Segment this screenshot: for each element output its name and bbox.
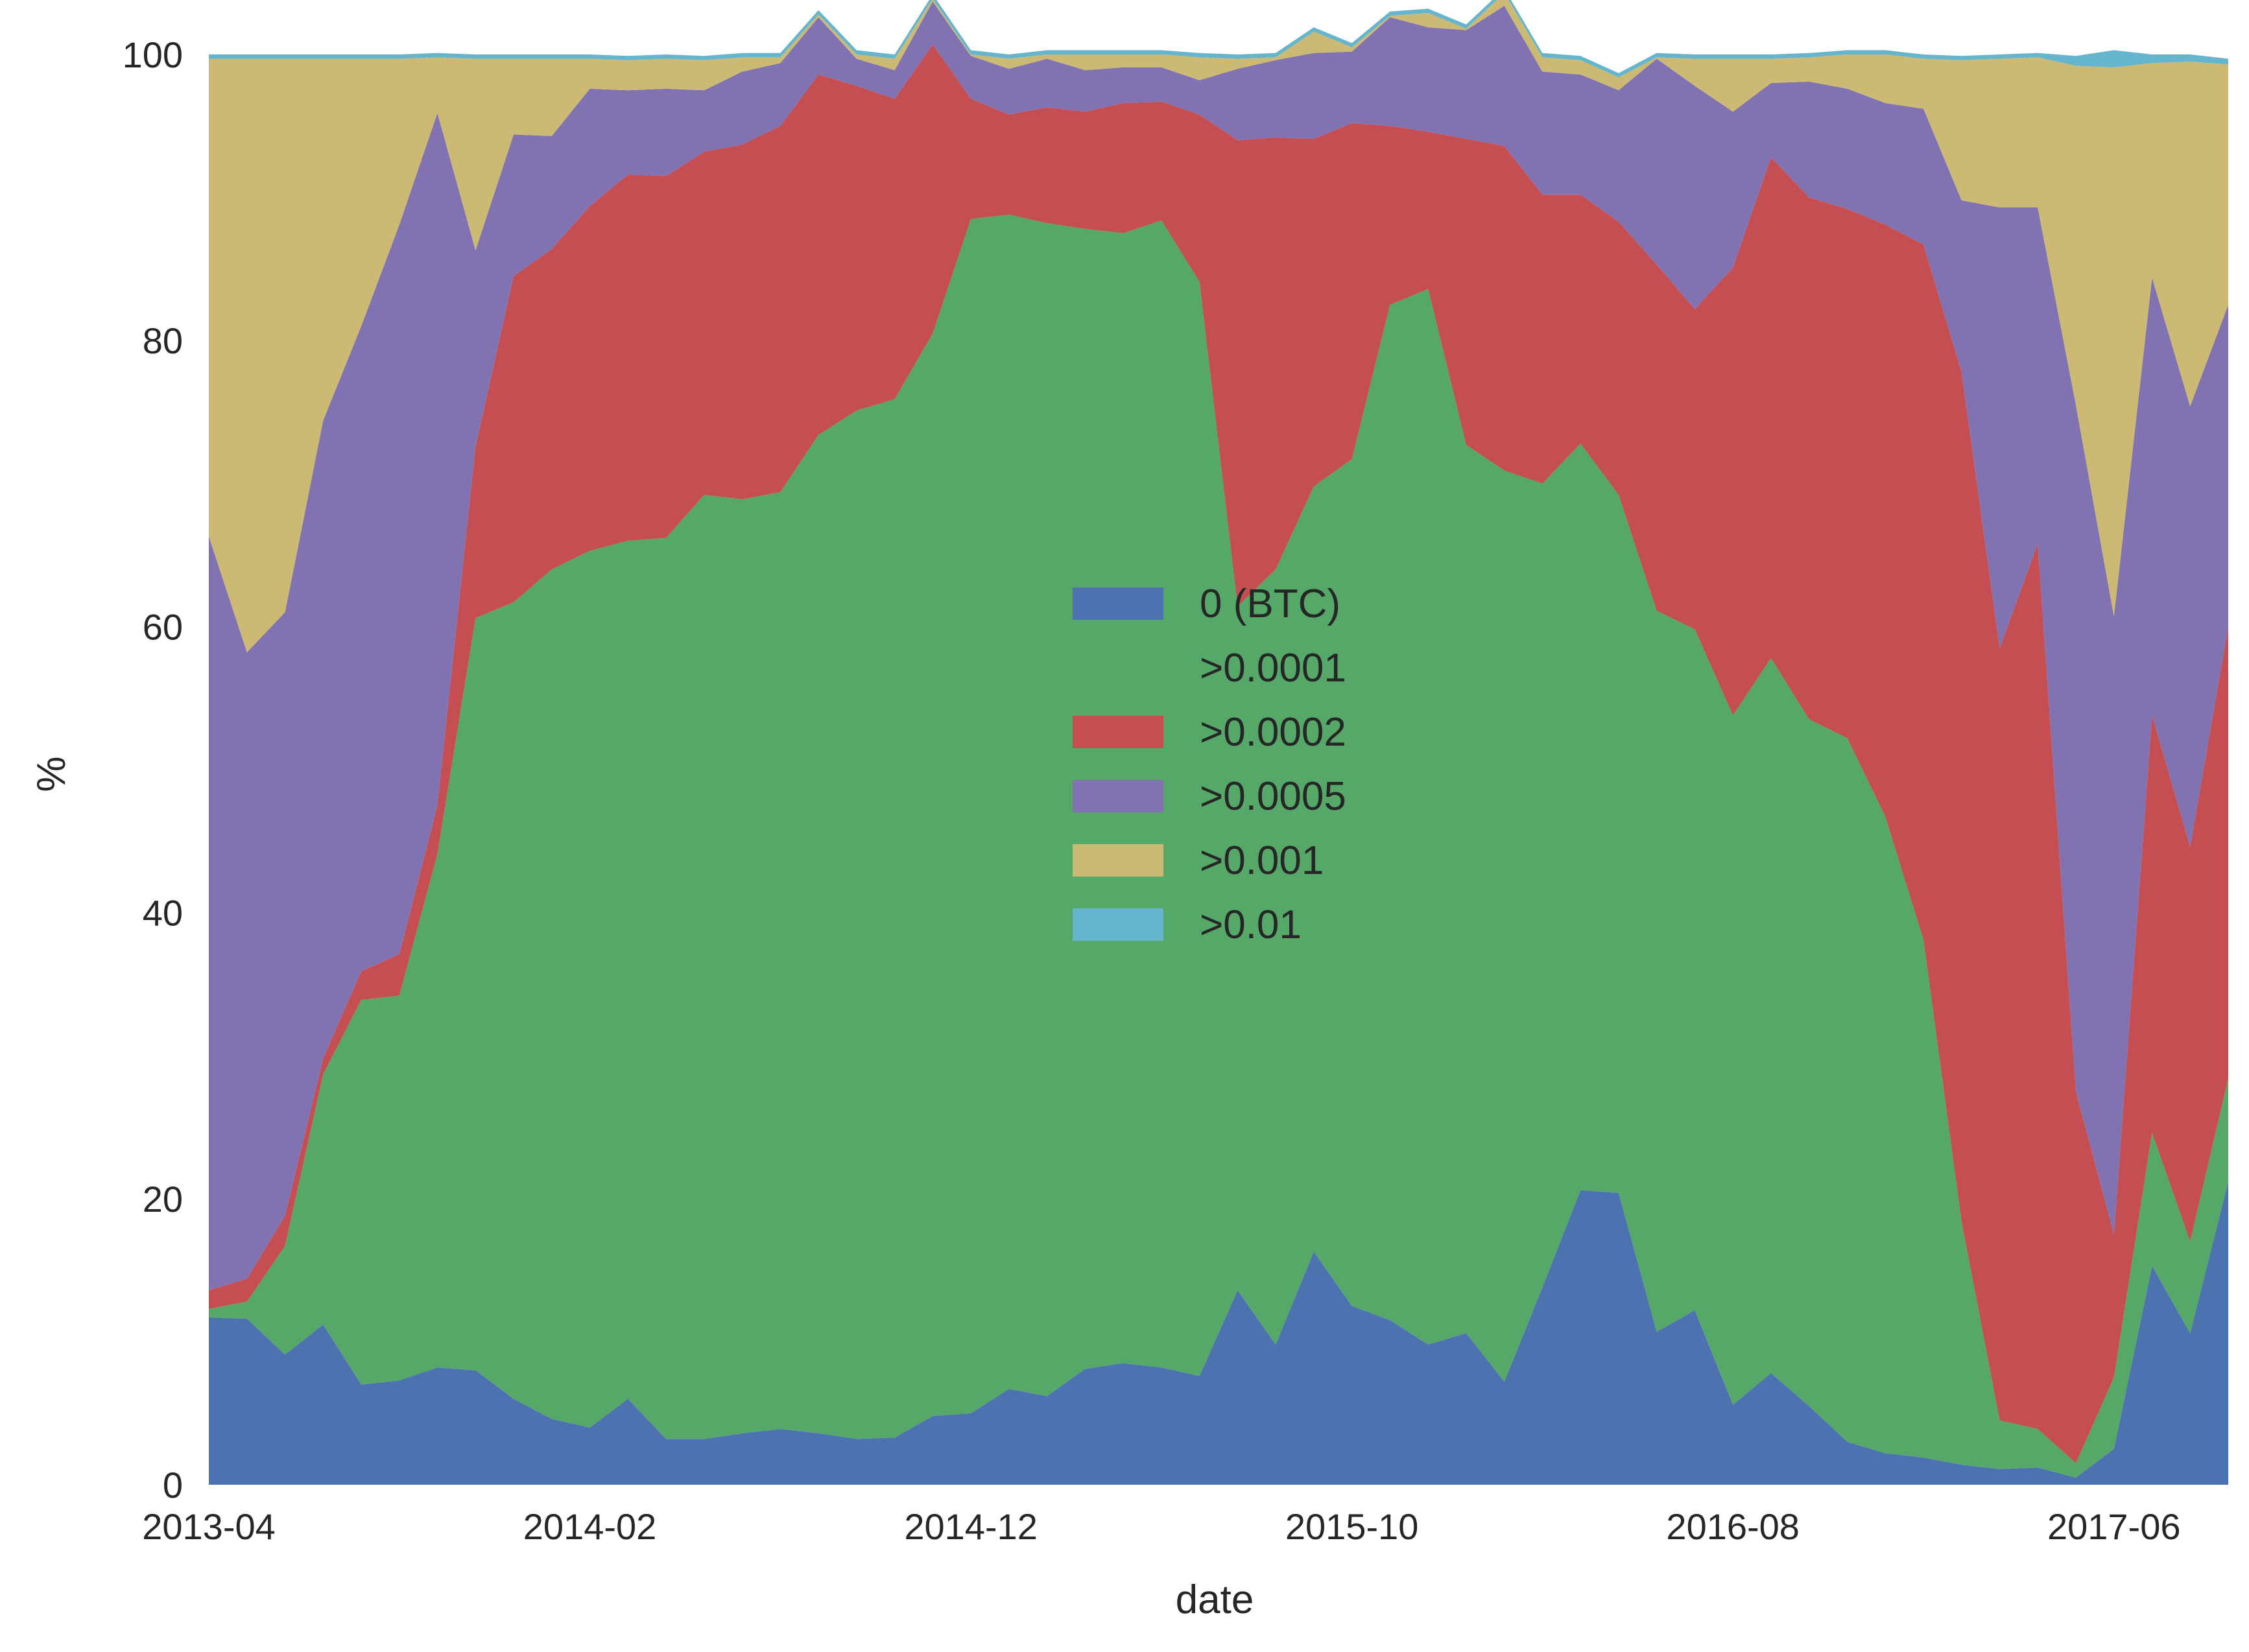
y-tick-label: 100 (123, 34, 183, 75)
y-axis-ticks: 0 20 40 60 80 100 (123, 34, 183, 1505)
area-series-0 (209, 1181, 2228, 1485)
y-tick-label: 20 (143, 1179, 183, 1220)
area-series-2 (209, 44, 2228, 1463)
area-series-1 (209, 215, 2228, 1478)
x-tick-label: 2013-04 (142, 1506, 276, 1547)
x-tick-label: 2014-02 (523, 1506, 657, 1547)
x-tick-label: 2016-08 (1666, 1506, 1800, 1547)
plot-area (209, 0, 2228, 1485)
legend-label: >0.0005 (1200, 774, 1346, 819)
legend-label: >0.001 (1200, 838, 1324, 883)
legend: 0 (BTC) >0.0001 >0.0002 >0.0005 >0.001 >0.01 (1073, 582, 1346, 947)
legend-swatch (1073, 908, 1163, 941)
y-tick-label: 80 (143, 320, 183, 361)
area-series-5 (209, 0, 2228, 78)
y-axis-title: % (29, 756, 74, 792)
x-tick-label: 2014-12 (904, 1506, 1038, 1547)
legend-label: >0.0001 (1200, 646, 1346, 690)
x-axis-ticks: 2013-04 2014-02 2014-12 2015-10 2016-08 2017-… (142, 1506, 2180, 1547)
legend-swatch (1073, 844, 1163, 877)
y-tick-label: 0 (163, 1465, 183, 1505)
legend-swatch (1073, 587, 1163, 620)
x-axis-title: date (1176, 1577, 1254, 1622)
legend-label: >0.0002 (1200, 710, 1346, 755)
area-series-4 (209, 0, 2228, 653)
legend-swatch (1073, 716, 1163, 748)
x-tick-label: 2017-06 (2047, 1506, 2181, 1547)
y-tick-label: 40 (143, 893, 183, 934)
legend-label: 0 (BTC) (1200, 582, 1340, 626)
legend-swatch (1073, 780, 1163, 812)
x-tick-label: 2015-10 (1285, 1506, 1419, 1547)
y-tick-label: 60 (143, 606, 183, 647)
legend-label: >0.01 (1200, 903, 1302, 947)
